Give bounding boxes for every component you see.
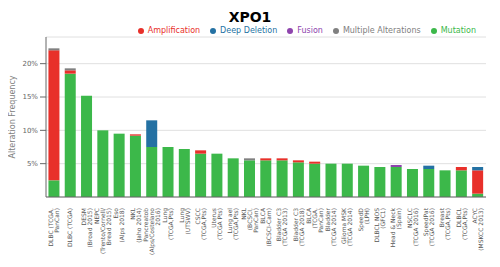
svg-text:DESM(Broad 2015): DESM(Broad 2015) xyxy=(80,208,93,247)
svg-text:Lung(UTSWV): Lung(UTSWV) xyxy=(178,208,191,235)
svg-text:NSCLC(TCGA 2016): NSCLC(TCGA 2016) xyxy=(406,208,419,246)
svg-text:10%: 10% xyxy=(22,127,38,135)
svg-text:Uterus(TCGA Pts): Uterus(TCGA Pts) xyxy=(210,208,223,240)
svg-text:Bladder C3(TCGA 2013): Bladder C3(TCGA 2013) xyxy=(275,208,288,246)
svg-text:Alteration Frequency: Alteration Frequency xyxy=(8,75,17,158)
svg-text:DLBC (TCGA,PanCan): DLBC (TCGA,PanCan) xyxy=(47,208,60,247)
html-text:Mutation: Mutation xyxy=(440,26,476,35)
svg-text:5%: 5% xyxy=(27,160,38,168)
svg-text:DLBCL NOS(GFC1): DLBCL NOS(GFC1) xyxy=(373,208,386,243)
svg-text:Lung(TCGA,Pts): Lung(TCGA,Pts) xyxy=(161,208,174,240)
svg-text:BLCA(BCSCI-Cam): BLCA(BCSCI-Cam) xyxy=(259,207,272,246)
html-text:Multiple Alterations: Multiple Alterations xyxy=(342,26,421,35)
svg-text:NKL(BCSCI,PanCan): NKL(BCSCI,PanCan) xyxy=(240,207,259,233)
svg-text:DLBCL(TCGA,Pts): DLBCL(TCGA,Pts) xyxy=(455,207,468,240)
svg-text:Pancreatob(Alps/Costelano2016): Pancreatob(Alps/Costelano2016) xyxy=(142,208,161,255)
svg-text:BLCA(TCGA,PanCan): BLCA(TCGA,PanCan) xyxy=(305,207,324,233)
svg-text:Eso(Alps 2018): Eso(Alps 2018) xyxy=(112,208,126,243)
svg-text:NKL(Jaho 2014): NKL(Jaho 2014) xyxy=(129,207,143,242)
svg-text:SpeedPat(TCGA 2016): SpeedPat(TCGA 2016) xyxy=(422,207,435,246)
svg-text:SpeedD(LPH): SpeedD(LPH) xyxy=(357,208,370,232)
html-text:XPO1: XPO1 xyxy=(228,9,272,25)
svg-text:15%: 15% xyxy=(22,93,38,101)
svg-text:DLBC (TCGA): DLBC (TCGA) xyxy=(66,208,73,247)
svg-text:Head & Neck(Spain): Head & Neck(Spain) xyxy=(389,207,403,247)
svg-text:NEPC(Trento/Cornell/Bread 2015: NEPC(Trento/Cornell/Bread 2015) xyxy=(93,207,112,254)
html-text:Deep Deletion: Deep Deletion xyxy=(220,26,278,35)
html-text:Amplification: Amplification xyxy=(147,26,201,35)
html-text:Fusion: Fusion xyxy=(297,26,323,35)
svg-text:20%: 20% xyxy=(22,60,38,68)
svg-text:Bladder(TCGA 2014): Bladder(TCGA 2014) xyxy=(324,207,337,246)
svg-text:Breast(TCGA,Pts): Breast(TCGA,Pts) xyxy=(438,207,451,240)
svg-text:Lung ael(TCGA,Pts): Lung ael(TCGA,Pts) xyxy=(226,208,239,240)
svg-text:CSCC(TCGA,Pts): CSCC(TCGA,Pts) xyxy=(194,208,207,240)
svg-text:ACYC(MSKCC 2013): ACYC(MSKCC 2013) xyxy=(471,208,484,251)
svg-text:Bladder C3(TCGA 2018): Bladder C3(TCGA 2018) xyxy=(292,208,305,246)
svg-text:Glioma MSK(TCGA 2014): Glioma MSK(TCGA 2014) xyxy=(340,207,353,246)
